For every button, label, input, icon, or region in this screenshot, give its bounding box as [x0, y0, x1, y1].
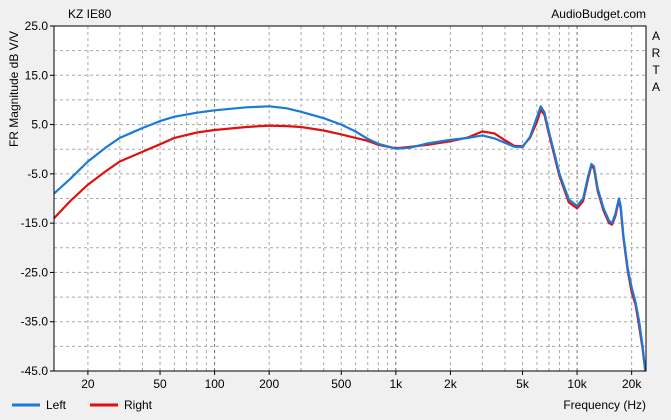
chart-title: KZ IE80	[68, 7, 112, 21]
series-line-left	[54, 105, 646, 371]
side-letter-2: R	[652, 46, 661, 60]
x-axis-label: Frequency (Hz)	[563, 398, 646, 412]
y-tick-label: -15.0	[21, 216, 49, 230]
legend-label-right: Right	[124, 398, 153, 412]
y-tick-label: 5.0	[31, 118, 48, 132]
axis-ticks: 25.0 15.0 5.0 -5.0 -15.0 -25.0 -35.0 -45.0 20 50 1…	[21, 19, 643, 391]
y-tick-label: 25.0	[25, 19, 49, 33]
x-tick-label: 50	[153, 377, 167, 391]
series-layer	[54, 105, 646, 371]
legend-label-left: Left	[46, 398, 67, 412]
x-tick-label: 5k	[516, 377, 530, 391]
x-tick-label: 20k	[622, 377, 642, 391]
x-tick-label: 20	[81, 377, 95, 391]
plot-frame	[53, 25, 647, 372]
x-tick-label: 200	[259, 377, 279, 391]
y-tick-label: -25.0	[21, 265, 49, 279]
x-tick-label: 500	[331, 377, 351, 391]
grid-lines	[54, 26, 646, 371]
side-letter-3: T	[652, 63, 660, 77]
x-tick-label: 10k	[567, 377, 587, 391]
x-tick-label: 1k	[389, 377, 403, 391]
source-label: AudioBudget.com	[551, 7, 646, 21]
side-letter-1: A	[652, 29, 660, 43]
y-tick-label: -35.0	[21, 315, 49, 329]
x-tick-label: 100	[205, 377, 225, 391]
y-tick-label: -45.0	[21, 364, 49, 378]
y-tick-label: 15.0	[25, 68, 49, 82]
legend: Left Right	[12, 398, 153, 412]
y-axis-label: FR Magnitude dB V/V	[7, 31, 21, 147]
side-letter-4: A	[652, 80, 660, 94]
x-tick-label: 2k	[444, 377, 458, 391]
y-tick-label: -5.0	[27, 167, 48, 181]
